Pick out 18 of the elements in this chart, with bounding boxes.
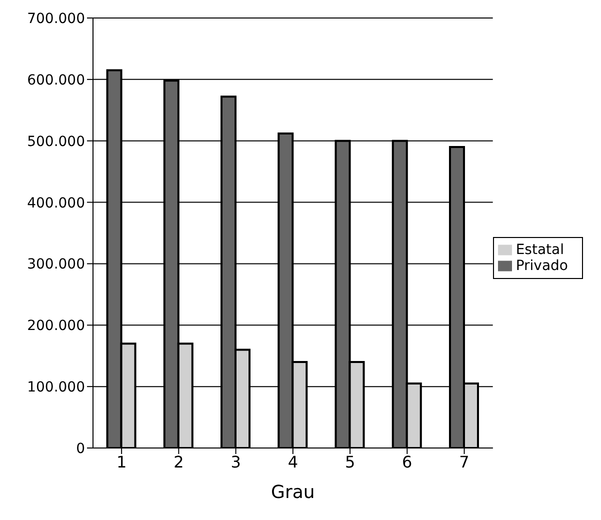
y-tick-label: 600.000 — [27, 72, 85, 88]
legend-label: Estatal — [516, 242, 564, 258]
y-tick-label: 400.000 — [27, 195, 85, 212]
x-tick-label: 7 — [459, 452, 470, 472]
x-tick-label: 1 — [116, 452, 127, 472]
x-tick-label: 5 — [344, 452, 356, 472]
y-tick-label: 100.000 — [27, 380, 85, 396]
y-tick-label: 700.000 — [27, 10, 85, 27]
y-tick-label: 300.000 — [27, 256, 85, 273]
y-tick-label: 0 — [76, 440, 85, 457]
legend-label: Privado — [516, 258, 568, 274]
y-tick-label: 500.000 — [27, 134, 85, 150]
x-tick-label: 4 — [288, 452, 298, 472]
y-tick-label: 200.000 — [27, 318, 85, 334]
x-tick-label: 2 — [174, 452, 184, 472]
x-axis-title: Grau — [271, 482, 315, 503]
x-tick-label: 6 — [402, 452, 412, 472]
x-tick-label: 3 — [230, 452, 241, 472]
